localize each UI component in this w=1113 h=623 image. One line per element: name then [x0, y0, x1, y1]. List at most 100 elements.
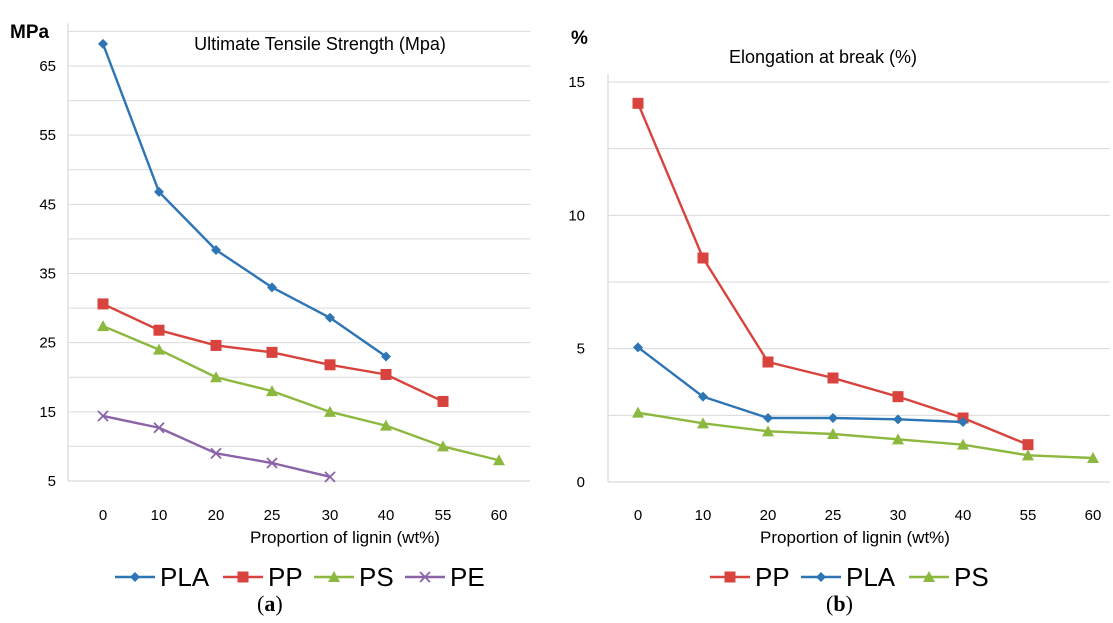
y-tick-label: 5: [48, 473, 56, 490]
data-point-pla: [958, 417, 968, 427]
data-point-ps: [210, 371, 222, 383]
data-point-pp: [266, 346, 278, 358]
data-point-pe-stroke-b: [324, 471, 336, 483]
legend-marker-ps: [328, 571, 340, 582]
data-point-ps: [1022, 449, 1034, 461]
series-pp: [97, 298, 449, 407]
y-tick-label: 10: [568, 207, 585, 224]
x-tick-label: 25: [264, 507, 281, 524]
data-point-ps: [97, 320, 109, 332]
data-point-ps: [957, 438, 969, 450]
legend-label-pp: PP: [268, 562, 303, 592]
data-point-ps: [697, 417, 709, 429]
data-point-pe-stroke-b: [153, 422, 165, 434]
legend-a: PLA PP PS PE: [115, 562, 485, 592]
data-point-ps: [380, 419, 392, 431]
data-point-ps: [437, 440, 449, 452]
y-tick-label: 35: [39, 266, 56, 283]
y-tick-label: 15: [568, 74, 585, 91]
legend-marker-ps: [923, 571, 935, 582]
data-point-pp: [324, 359, 336, 371]
x-tick-label: 40: [955, 507, 972, 524]
legend-marker-pp: [237, 571, 249, 583]
data-point-pp: [892, 391, 904, 403]
series-line-pp: [636, 102, 1029, 446]
chart-a: 5 15 25 35 45 55 65 0 10 20 25 30 40 55 60 MPa Proportio…: [10, 22, 530, 592]
x-tick-label: 55: [435, 507, 452, 524]
data-point-ps: [892, 433, 904, 445]
legend-marker-pla: [816, 572, 826, 582]
data-point-pla: [828, 413, 838, 423]
y-tick-label: 0: [577, 474, 585, 491]
data-point-ps: [493, 454, 505, 466]
series-line-ps: [637, 411, 1094, 460]
series-line-pla: [101, 43, 387, 358]
x-tick-label: 20: [760, 507, 777, 524]
data-point-pp: [762, 356, 774, 368]
data-point-ps: [762, 425, 774, 437]
y-axis-label: %: [571, 28, 588, 49]
data-point-pp: [827, 372, 839, 384]
legend-marker-pe-stroke-b: [419, 571, 431, 583]
y-axis-label: MPa: [10, 22, 50, 43]
data-point-pla: [381, 351, 391, 362]
y-tick-label: 5: [577, 341, 585, 358]
data-point-pe: [266, 457, 278, 469]
data-point-pp: [697, 252, 709, 264]
data-point-pe: [153, 422, 165, 434]
data-point-ps: [266, 385, 278, 397]
series-ps: [97, 320, 505, 466]
x-tick-label: 40: [378, 507, 395, 524]
y-tick-label: 55: [39, 127, 56, 144]
data-point-pe: [97, 410, 109, 422]
data-point-pe: [324, 471, 336, 483]
legend-marker-pla: [130, 572, 140, 582]
legend-label-ps: PS: [954, 562, 989, 592]
data-point-pp: [380, 368, 392, 380]
data-point-pe-stroke-b: [97, 410, 109, 422]
data-point-pla: [325, 312, 335, 323]
data-point-pla: [154, 186, 164, 197]
series-line-ps: [102, 324, 500, 462]
data-point-pp: [153, 324, 165, 336]
data-point-pla: [267, 282, 277, 293]
x-tick-label: 30: [890, 507, 907, 524]
panel-label-a: (a): [257, 591, 283, 616]
legend-label-pla: PLA: [846, 562, 896, 592]
y-tick-label: 15: [39, 404, 56, 421]
legend-label-pp: PP: [755, 562, 790, 592]
x-tick-label: 60: [1085, 507, 1102, 524]
series-pla: [98, 38, 391, 362]
data-point-pla: [763, 413, 773, 423]
data-point-ps: [153, 343, 165, 355]
series-pla: [633, 342, 968, 427]
legend-b: PP PLA PS: [710, 562, 989, 592]
data-point-pe-stroke-b: [266, 457, 278, 469]
data-point-pe-stroke-b: [210, 447, 222, 459]
x-tick-label: 0: [634, 507, 642, 524]
x-axis-label: Proportion of lignin (wt%): [250, 528, 440, 547]
x-tick-label: 0: [99, 507, 107, 524]
x-tick-label: 30: [322, 507, 339, 524]
x-tick-label: 60: [491, 507, 508, 524]
series-ps: [632, 406, 1099, 463]
data-point-pla: [698, 391, 708, 402]
legend-label-pe: PE: [450, 562, 485, 592]
y-tick-label: 45: [39, 196, 56, 213]
legend-marker-pp: [724, 571, 736, 583]
x-axis-label: Proportion of lignin (wt%): [760, 528, 950, 547]
x-tick-label: 10: [151, 507, 168, 524]
data-point-pla: [98, 38, 108, 49]
data-point-pla: [211, 244, 221, 255]
series-pp: [632, 97, 1034, 451]
y-tick-label: 65: [39, 58, 56, 75]
data-point-ps: [632, 406, 644, 418]
series-line-pla: [637, 346, 964, 424]
legend-label-pla: PLA: [160, 562, 210, 592]
chart-title: Ultimate Tensile Strength (Mpa): [194, 34, 446, 54]
x-tick-label: 20: [208, 507, 225, 524]
chart-title: Elongation at break (%): [729, 47, 917, 67]
data-point-ps: [324, 405, 336, 417]
data-point-pla: [633, 342, 643, 353]
panel-label-b: (b): [826, 591, 853, 616]
